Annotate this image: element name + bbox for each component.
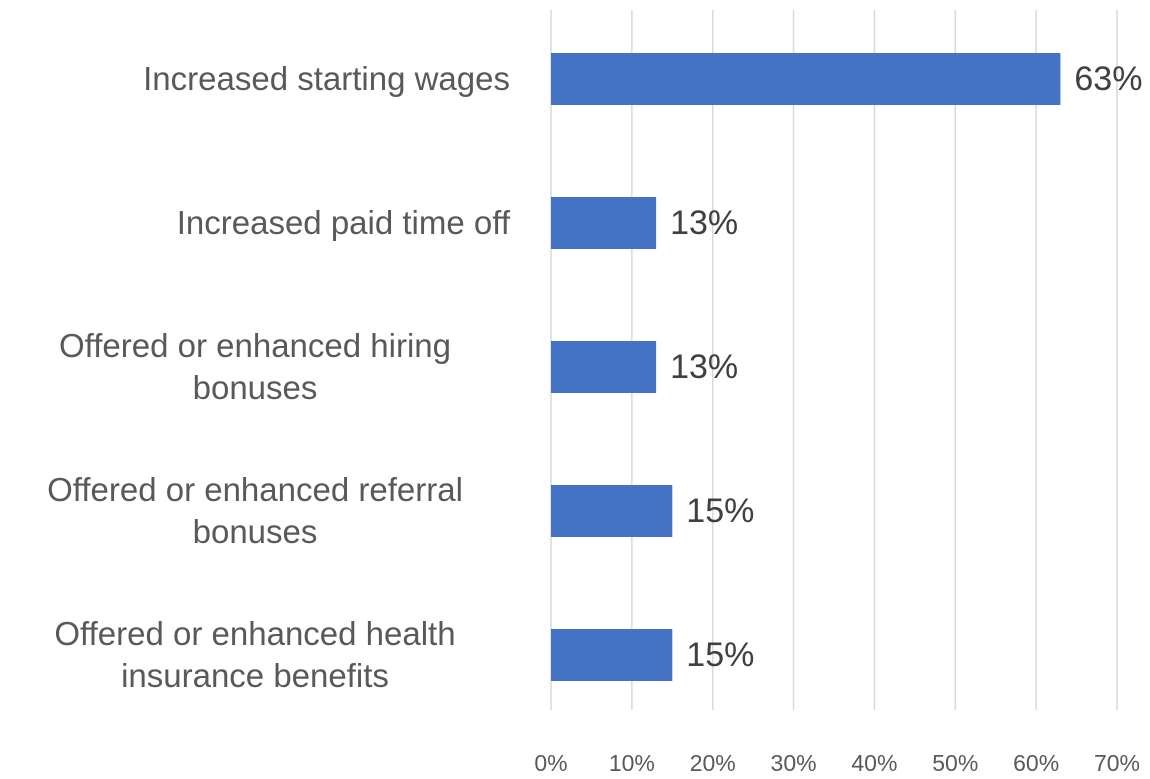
bar [551, 629, 673, 681]
x-tick-label: 60% [1013, 750, 1059, 776]
data-label: 63% [1074, 60, 1142, 98]
x-tick-label: 30% [771, 750, 817, 776]
y-tick-label: Increased paid time off [176, 204, 510, 241]
category-label-box: Offered or enhanced hiring bonuses [0, 295, 510, 439]
category-label-box: Offered or enhanced health insurance ben… [0, 583, 510, 727]
bar [551, 485, 673, 537]
data-label: 13% [670, 204, 738, 242]
data-label: 15% [686, 492, 754, 530]
bar [551, 341, 657, 393]
y-tick-label: Offered or enhanced referral bonuses [47, 471, 463, 550]
data-label: 15% [686, 636, 754, 674]
bar [551, 197, 657, 249]
x-tick-label: 0% [534, 750, 567, 776]
y-tick-label: Increased starting wages [143, 60, 510, 97]
y-tick-label: Offered or enhanced hiring bonuses [59, 327, 451, 406]
bar [551, 53, 1061, 105]
x-tick-label: 10% [609, 750, 655, 776]
data-label: 13% [670, 348, 738, 386]
category-label-box: Offered or enhanced referral bonuses [0, 439, 510, 583]
y-tick-label: Offered or enhanced health insurance ben… [54, 615, 456, 694]
x-tick-label: 40% [851, 750, 897, 776]
category-label-box: Increased starting wages [0, 7, 510, 151]
x-tick-label: 20% [690, 750, 736, 776]
x-tick-label: 70% [1094, 750, 1140, 776]
category-label-box: Increased paid time off [0, 151, 510, 295]
x-tick-label: 50% [932, 750, 978, 776]
